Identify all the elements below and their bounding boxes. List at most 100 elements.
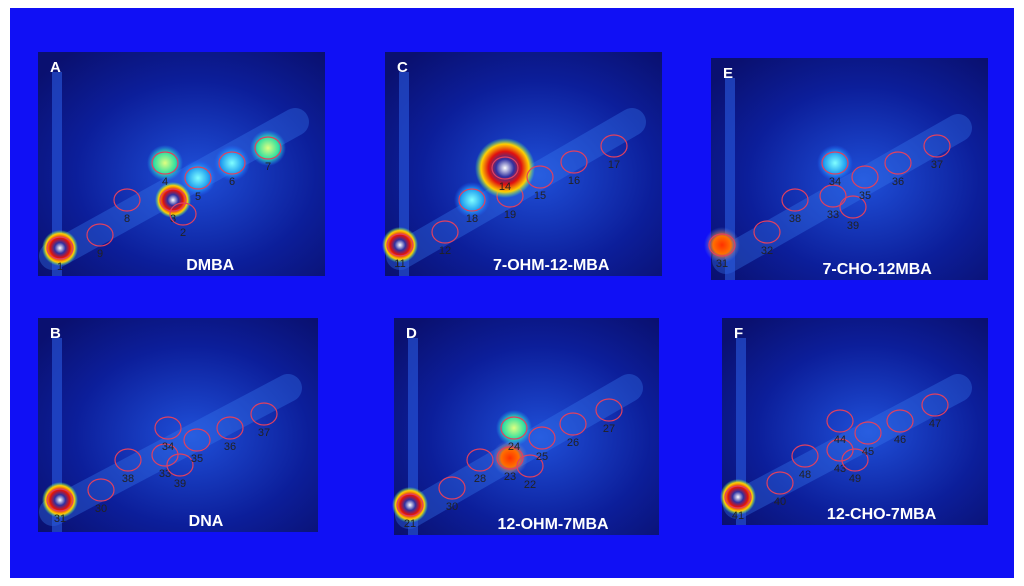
spot-label: 33 xyxy=(159,468,171,480)
spot-label: 32 xyxy=(761,245,773,257)
spot-label: 40 xyxy=(774,496,786,508)
spot-circle xyxy=(458,188,486,212)
panel-letter: E xyxy=(723,65,733,82)
spot-circle xyxy=(841,448,869,472)
spot-label: 26 xyxy=(567,437,579,449)
spot-circle xyxy=(87,478,115,502)
spot-circle xyxy=(46,236,74,260)
panel-caption: 7-CHO-12MBA xyxy=(823,261,933,278)
spot-circle xyxy=(526,165,554,189)
spot-glow xyxy=(214,145,250,181)
spot-glow xyxy=(180,160,216,196)
panel-caption: 12-OHM-7MBA xyxy=(497,516,609,533)
spot-circle xyxy=(218,151,246,175)
spot-circle xyxy=(496,446,524,470)
spot-circle xyxy=(600,134,628,158)
spot-circle xyxy=(166,453,194,477)
origin-lane xyxy=(52,338,62,532)
spot-circle xyxy=(821,151,849,175)
spot-label: 24 xyxy=(508,441,520,453)
spot-label: 49 xyxy=(849,473,861,485)
spot-label: 38 xyxy=(122,473,134,485)
spot-label: 39 xyxy=(174,478,186,490)
spot-circle xyxy=(724,485,752,509)
spot-glow xyxy=(492,440,528,476)
spot-circle xyxy=(819,184,847,208)
origin-lane xyxy=(725,78,735,280)
spot-label: 5 xyxy=(195,191,201,203)
spot-glow xyxy=(454,182,490,218)
spot-label: 15 xyxy=(534,190,546,202)
spot-label: 37 xyxy=(931,159,943,171)
spot-label: 39 xyxy=(847,220,859,232)
spot-label: 1 xyxy=(57,261,63,273)
spot-circle xyxy=(595,398,623,422)
spot-label: 35 xyxy=(191,453,203,465)
origin-lane xyxy=(736,338,746,525)
spot-circle xyxy=(114,448,142,472)
spot-circle xyxy=(884,151,912,175)
spot-label: 35 xyxy=(859,190,871,202)
spot-circle xyxy=(151,443,179,467)
spot-circle xyxy=(431,220,459,244)
autoradiogram xyxy=(38,318,318,532)
spot-label: 33 xyxy=(827,209,839,221)
spot-circle xyxy=(86,223,114,247)
spot-label: 41 xyxy=(732,510,744,522)
spot-label: 21 xyxy=(404,518,416,530)
spot-circle xyxy=(839,195,867,219)
spot-label: 36 xyxy=(224,441,236,453)
spot-label: 45 xyxy=(862,446,874,458)
spot-circle xyxy=(753,220,781,244)
spot-label: 7 xyxy=(265,161,271,173)
spot-label: 4 xyxy=(162,176,168,188)
spot-circle xyxy=(708,233,736,257)
streak xyxy=(723,374,972,519)
spot-glow xyxy=(817,145,853,181)
spot-circle xyxy=(854,421,882,445)
spot-label: 36 xyxy=(892,176,904,188)
spot-label: 30 xyxy=(95,503,107,515)
spot-circle xyxy=(826,409,854,433)
spot-circle xyxy=(528,426,556,450)
spot-circle xyxy=(781,188,809,212)
spot-circle xyxy=(560,150,588,174)
spot-circle xyxy=(766,471,794,495)
spot-circle xyxy=(491,156,519,180)
spot-circle xyxy=(151,151,179,175)
spot-glow xyxy=(382,227,418,263)
spot-label: 6 xyxy=(229,176,235,188)
spot-label: 11 xyxy=(394,258,405,270)
spot-label: 34 xyxy=(829,176,841,188)
spot-glow xyxy=(155,182,191,218)
spot-glow xyxy=(392,487,428,523)
spot-circle xyxy=(154,416,182,440)
spot-circle xyxy=(159,188,187,212)
streak xyxy=(712,114,972,274)
spot-circle xyxy=(46,488,74,512)
spot-label: 38 xyxy=(789,213,801,225)
spot-circle xyxy=(516,454,544,478)
spot-circle xyxy=(923,134,951,158)
spot-circle xyxy=(254,136,282,160)
spot-label: 30 xyxy=(446,501,458,513)
origin-lane xyxy=(399,72,409,276)
spot-circle xyxy=(216,416,244,440)
spot-circle xyxy=(396,493,424,517)
spot-label: 18 xyxy=(466,213,478,225)
spot-circle xyxy=(886,409,914,433)
origin-lane xyxy=(408,338,418,535)
spot-label: 9 xyxy=(97,248,103,260)
spot-glow xyxy=(720,479,756,515)
panel-letter: A xyxy=(50,59,61,76)
panel-caption: 7-OHM-12-MBA xyxy=(493,257,610,274)
spot-label: 2 xyxy=(180,227,186,239)
spot-label: 16 xyxy=(568,175,580,187)
panel-caption: DNA xyxy=(189,513,224,530)
panel-letter: D xyxy=(406,325,417,342)
spot-glow xyxy=(704,227,740,263)
spot-label: 27 xyxy=(603,423,615,435)
spot-label: 22 xyxy=(524,479,536,491)
spot-circle xyxy=(386,233,414,257)
